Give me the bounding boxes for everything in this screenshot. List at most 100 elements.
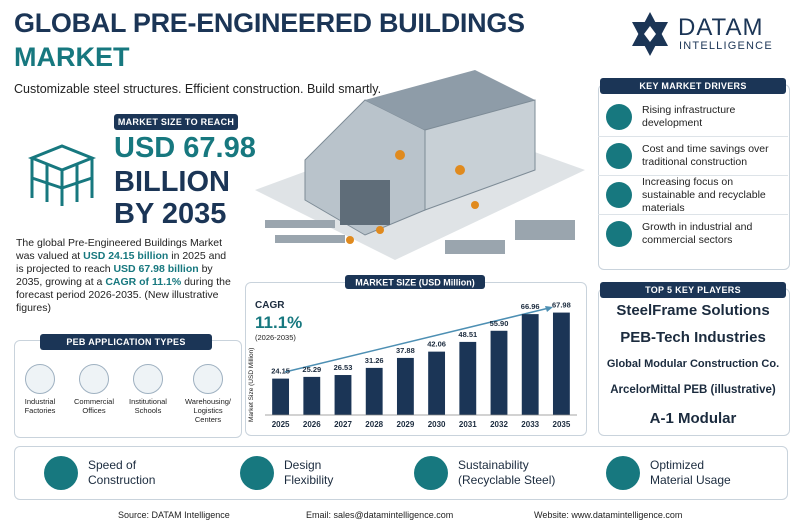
chart-title: MARKET SIZE (USD Million) [355, 278, 475, 288]
application: Industrial Factories [14, 364, 66, 415]
value-label: 31.26 [365, 356, 384, 365]
x-tick-label: 2027 [334, 420, 352, 429]
value-label: 67.98 [552, 301, 571, 310]
application: Commercial Offices [68, 364, 120, 415]
player: A-1 Modular [649, 410, 737, 427]
benefit: Speed of Construction [44, 450, 155, 496]
players-title: TOP 5 KEY PLAYERS [600, 282, 786, 298]
title: GLOBAL PRE-ENGINEERED BUILDINGS [14, 8, 525, 38]
subtitle: Customizable steel structures. Efficient… [14, 82, 382, 96]
driver-label: Rising infrastructure development [642, 104, 736, 129]
x-tick-label: 2028 [365, 420, 383, 429]
y-axis-label: Market Size (USD Million) [248, 348, 255, 422]
cagr-label: CAGR [255, 300, 285, 311]
trend-arrow [284, 307, 550, 373]
text: in 2025 and is projected to reach [16, 250, 227, 275]
bar [428, 351, 446, 415]
bar [303, 376, 321, 415]
value-label: 48.51 [458, 330, 477, 339]
value-label: 55.90 [490, 319, 509, 328]
x-tick-label: 2033 [521, 420, 539, 429]
icon [25, 364, 55, 394]
benefit: Design Flexibility [240, 450, 333, 496]
player: SteelFrame Solutions [616, 302, 770, 319]
icon [606, 104, 632, 130]
highlight: USD 67.98 billion [113, 263, 199, 275]
benefit: Optimized Material Usage [606, 450, 731, 496]
icon [133, 364, 163, 394]
drivers-title: KEY MARKET DRIVERS [600, 78, 786, 94]
market-size-label: MARKET SIZE TO REACH [114, 114, 238, 130]
application: Institutional Schools [122, 364, 174, 415]
player: ArcelorMittal PEB (illustrative) [610, 384, 776, 396]
x-tick-label: 2026 [303, 420, 321, 429]
chart-title-bar [345, 275, 485, 289]
icon [193, 364, 223, 394]
driver: Growth in industrial and commercial sect… [598, 215, 788, 253]
bar [365, 367, 383, 415]
arrow-head [545, 306, 553, 312]
application-label: Commercial Offices [73, 397, 114, 415]
driver-label: Increasing focus on sustainable and recy… [642, 175, 766, 214]
text: by 2035, growing at a [16, 263, 213, 288]
driver: Rising infrastructure development [598, 98, 788, 137]
benefit-label: Construction [88, 473, 156, 487]
benefit-label: Optimized [650, 458, 705, 472]
description: The global Pre-Engineered Buildings Mark… [16, 237, 234, 315]
x-tick-label: 2035 [553, 420, 571, 429]
highlight: USD 24.15 billion [83, 250, 169, 262]
chart: MARKET SIZE (USD Million) CAGR 11.1%(2026-… [248, 275, 577, 429]
icon [606, 221, 632, 247]
x-tick-label: 2032 [490, 420, 508, 429]
value-label: 26.53 [334, 363, 353, 372]
benefits-panel [14, 446, 788, 500]
application-label: Industrial Factories [24, 397, 56, 415]
value-label: 24.15 [271, 367, 290, 376]
player: PEB-Tech Industries [620, 329, 766, 346]
value-label: 37.88 [396, 346, 415, 355]
application: Warehousing/ Logistics Centers [180, 364, 236, 424]
driver: Increasing focus on sustainable and recy… [598, 176, 788, 215]
x-tick-label: 2029 [397, 420, 415, 429]
application-label: Institutional Schools [129, 397, 167, 415]
icon [240, 456, 274, 490]
player: Global Modular Construction Co. [606, 358, 780, 370]
logo-icon [632, 12, 668, 56]
frame-icon [27, 144, 97, 206]
icon [79, 364, 109, 394]
cagr-period: (2026-2035) [255, 333, 296, 342]
benefit-label: Flexibility [284, 473, 334, 487]
icon [606, 182, 632, 208]
benefit-label: Speed of [88, 458, 137, 472]
players-panel [598, 288, 790, 436]
logo-sub: INTELLIGENCE [679, 40, 773, 52]
bar [552, 312, 570, 415]
driver-label: Cost and time savings over traditional c… [642, 143, 769, 168]
value-label: 42.06 [427, 340, 446, 349]
benefit-label: Material Usage [650, 473, 731, 487]
benefit: Sustainability (Recyclable Steel) [414, 450, 555, 496]
benefit-label: Sustainability [458, 458, 529, 472]
bar [521, 314, 539, 415]
bar [459, 341, 477, 415]
driver: Cost and time savings over traditional c… [598, 137, 788, 176]
bar [490, 330, 508, 415]
text: The global Pre-Engineered Buildings Mark… [16, 237, 223, 262]
value-label: 66.96 [521, 302, 540, 311]
footer-source: Source: DATAM Intelligence [118, 510, 230, 520]
x-tick-label: 2031 [459, 420, 477, 429]
driver-label: Growth in industrial and commercial sect… [642, 221, 753, 246]
title: MARKET [14, 42, 130, 72]
logo-name: DATAM [678, 14, 764, 41]
bar [334, 375, 352, 415]
illustration [255, 70, 585, 260]
icon [44, 456, 78, 490]
icon [606, 143, 632, 169]
footer-website: Website: www.datamintelligence.com [534, 510, 683, 520]
drivers-list: Rising infrastructure development Cost a… [598, 98, 788, 253]
icon [414, 456, 448, 490]
market-size-unit: BILLION [114, 166, 230, 198]
applications-title: PEB APPLICATION TYPES [40, 334, 212, 350]
cagr-value: 11.1% [255, 313, 302, 332]
